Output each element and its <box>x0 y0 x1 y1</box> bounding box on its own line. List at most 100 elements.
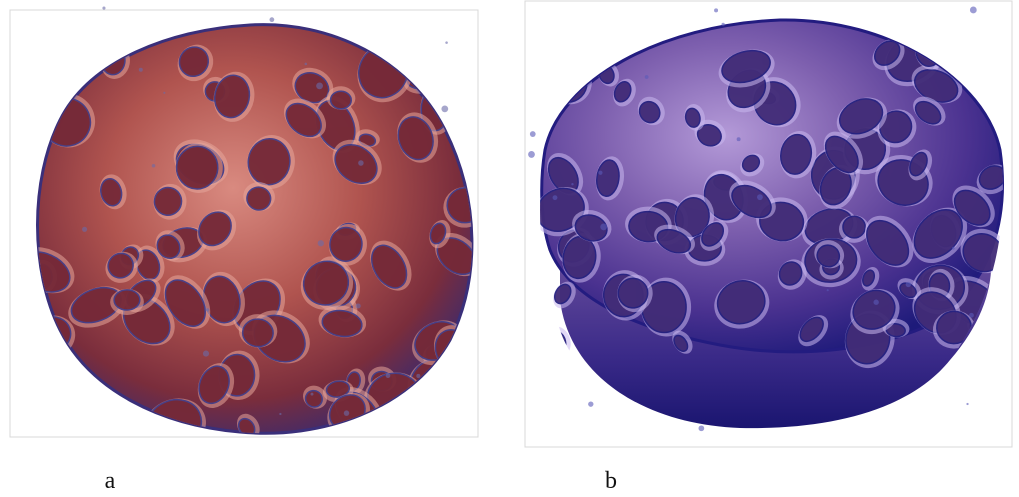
panel-label: b <box>605 468 617 494</box>
debris <box>969 312 974 318</box>
pore <box>325 380 351 398</box>
pore <box>617 277 649 309</box>
pore <box>153 186 183 217</box>
pore <box>429 222 447 245</box>
pore <box>198 211 232 247</box>
pore <box>285 102 322 138</box>
pore <box>246 186 272 211</box>
debris <box>528 151 535 158</box>
pore <box>237 417 256 434</box>
pore <box>321 309 363 338</box>
pore <box>824 135 859 174</box>
debris <box>721 22 725 27</box>
debris <box>82 226 88 232</box>
debris <box>698 425 705 432</box>
pore <box>113 289 141 311</box>
pore <box>302 260 350 306</box>
pore <box>100 177 123 207</box>
pore <box>874 40 901 66</box>
pore <box>684 107 701 128</box>
debris <box>600 223 608 231</box>
pore <box>329 226 363 262</box>
pore <box>778 261 803 286</box>
pore <box>304 389 323 408</box>
debris <box>163 91 166 94</box>
debris <box>316 82 323 90</box>
debris <box>343 410 350 416</box>
pore <box>816 244 841 268</box>
pore <box>899 282 917 299</box>
pore <box>334 144 378 184</box>
pore <box>107 252 134 279</box>
pore <box>213 74 251 119</box>
pore <box>741 154 761 173</box>
pore <box>842 215 866 239</box>
debris <box>151 163 156 168</box>
pore <box>156 234 181 260</box>
debris <box>598 170 603 175</box>
pore <box>862 269 876 287</box>
pore <box>175 145 219 190</box>
debris <box>905 281 912 288</box>
pore <box>866 219 910 266</box>
debris <box>279 412 282 416</box>
pore <box>540 187 585 232</box>
pore <box>978 165 1003 190</box>
debris <box>644 75 649 79</box>
pore <box>241 318 274 348</box>
debris <box>529 131 536 137</box>
pore <box>799 316 824 343</box>
debris <box>205 308 210 312</box>
pore <box>839 98 884 135</box>
pore <box>638 100 661 124</box>
panel-label: a <box>105 468 116 494</box>
pore <box>397 116 434 161</box>
pore <box>164 279 206 327</box>
debris <box>304 62 308 66</box>
debris <box>445 41 448 44</box>
pore <box>178 46 210 78</box>
debris <box>355 303 361 309</box>
pore <box>370 244 408 289</box>
debris <box>873 299 879 305</box>
debris <box>588 401 594 407</box>
debris <box>951 246 955 250</box>
debris <box>969 6 977 14</box>
debris <box>441 105 449 113</box>
pore <box>914 100 942 125</box>
pore <box>574 214 608 242</box>
debris <box>552 195 558 201</box>
pore <box>731 184 772 219</box>
debris <box>385 373 391 379</box>
debris <box>358 160 364 166</box>
debris <box>756 194 763 201</box>
pore <box>696 123 722 147</box>
debris <box>736 137 741 142</box>
pore <box>446 187 472 224</box>
debris <box>269 17 275 23</box>
debris <box>966 402 969 406</box>
pore <box>909 151 928 177</box>
pore <box>198 365 230 405</box>
debris <box>138 67 143 72</box>
debris <box>317 240 324 247</box>
pore <box>701 222 725 247</box>
pore <box>852 289 896 330</box>
pore <box>595 159 620 197</box>
pore <box>613 81 632 103</box>
debris <box>416 373 421 378</box>
pore <box>716 280 766 325</box>
pore <box>553 283 572 305</box>
pore <box>656 228 692 254</box>
debris <box>310 392 314 396</box>
debris <box>102 6 106 10</box>
pore <box>329 90 353 110</box>
debris <box>202 350 210 357</box>
debris <box>571 183 574 186</box>
pore <box>37 251 71 293</box>
pore <box>780 133 813 175</box>
pore <box>953 189 991 226</box>
pore <box>721 49 771 84</box>
